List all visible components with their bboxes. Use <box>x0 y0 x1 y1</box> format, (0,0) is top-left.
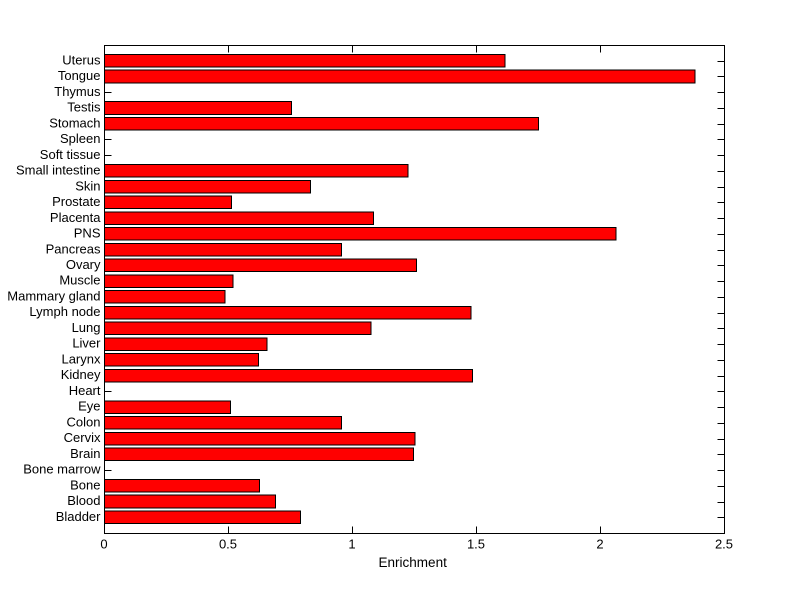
svg-text:0.5: 0.5 <box>219 537 237 552</box>
svg-text:Uterus: Uterus <box>62 52 101 67</box>
svg-text:Liver: Liver <box>72 336 101 351</box>
svg-text:Testis: Testis <box>67 100 101 115</box>
svg-text:2: 2 <box>596 537 603 552</box>
svg-text:Bone: Bone <box>70 477 100 492</box>
svg-text:Heart: Heart <box>69 383 101 398</box>
svg-text:Ovary: Ovary <box>66 257 101 272</box>
svg-text:Spleen: Spleen <box>60 131 100 146</box>
svg-text:Bone marrow: Bone marrow <box>23 462 101 477</box>
svg-text:PNS: PNS <box>74 226 101 241</box>
svg-text:Stomach: Stomach <box>49 115 100 130</box>
svg-text:Blood: Blood <box>67 493 100 508</box>
svg-text:Lung: Lung <box>72 320 101 335</box>
svg-text:1.5: 1.5 <box>467 537 485 552</box>
svg-text:Skin: Skin <box>75 178 100 193</box>
svg-text:Bladder: Bladder <box>56 509 101 524</box>
svg-text:Larynx: Larynx <box>61 351 101 366</box>
svg-text:Eye: Eye <box>78 399 100 414</box>
svg-text:Placenta: Placenta <box>50 210 101 225</box>
svg-text:Small intestine: Small intestine <box>16 163 101 178</box>
svg-text:2.5: 2.5 <box>715 537 733 552</box>
svg-text:1: 1 <box>348 537 355 552</box>
svg-text:Lymph node: Lymph node <box>29 304 100 319</box>
svg-text:Brain: Brain <box>70 446 100 461</box>
svg-text:Prostate: Prostate <box>52 194 100 209</box>
svg-text:Enrichment: Enrichment <box>379 555 448 570</box>
svg-text:Tongue: Tongue <box>58 68 101 83</box>
svg-text:Mammary gland: Mammary gland <box>7 288 100 303</box>
svg-text:Muscle: Muscle <box>59 273 100 288</box>
svg-text:Soft tissue: Soft tissue <box>40 147 101 162</box>
svg-text:0: 0 <box>100 537 107 552</box>
svg-text:Pancreas: Pancreas <box>46 241 101 256</box>
svg-text:Thymus: Thymus <box>54 84 101 99</box>
svg-text:Cervix: Cervix <box>64 430 101 445</box>
svg-text:Kidney: Kidney <box>61 367 101 382</box>
svg-text:Colon: Colon <box>67 414 101 429</box>
